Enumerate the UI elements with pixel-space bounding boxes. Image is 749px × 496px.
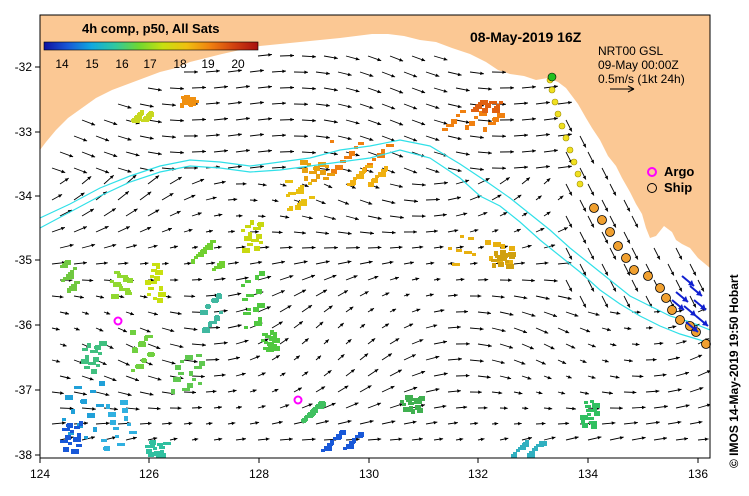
colorbar-ticks: 14 15 16 17 18 19 20 bbox=[55, 57, 245, 71]
ship-position bbox=[667, 305, 677, 315]
land-mass bbox=[40, 15, 710, 268]
ship-position bbox=[621, 253, 631, 263]
scale-label: 0.5m/s (1kt 24h) bbox=[598, 72, 685, 86]
model-time: 09-May 00:00Z bbox=[598, 58, 679, 72]
current-vectors bbox=[51, 53, 710, 442]
argo-floats bbox=[113, 316, 303, 405]
colorbar-tick-label: 15 bbox=[85, 57, 99, 71]
x-tick-label: 126 bbox=[139, 467, 159, 481]
x-tick-label: 132 bbox=[468, 467, 488, 481]
y-tick-label: -32 bbox=[15, 60, 33, 74]
ship-position bbox=[576, 180, 584, 188]
ship-position bbox=[605, 227, 615, 237]
argo-float bbox=[113, 316, 123, 326]
ship-position bbox=[574, 170, 582, 178]
colorbar-tick-label: 14 bbox=[55, 57, 69, 71]
colorbar-tick-label: 16 bbox=[115, 57, 129, 71]
x-tick-label: 136 bbox=[688, 467, 708, 481]
axes: 124 126 128 130 132 134 136 -32 -33 -34 -35 -36 -37 -… bbox=[15, 60, 709, 481]
y-tick-label: -35 bbox=[15, 253, 33, 267]
y-tick-label: -37 bbox=[15, 383, 33, 397]
ship-position bbox=[551, 98, 559, 106]
bathymetry-contour bbox=[40, 139, 710, 331]
sst-patches bbox=[60, 95, 600, 458]
ship-position bbox=[558, 122, 566, 130]
ship-position bbox=[566, 146, 574, 154]
x-tick-label: 124 bbox=[30, 467, 50, 481]
scale-arrowhead bbox=[627, 85, 635, 93]
colorbar-tick-label: 20 bbox=[231, 57, 245, 71]
ship-current-position bbox=[547, 72, 557, 82]
ship-position bbox=[675, 315, 685, 325]
ship-position bbox=[589, 203, 599, 213]
colorbar-tick-label: 19 bbox=[201, 57, 215, 71]
argo-float bbox=[293, 395, 303, 405]
x-tick-label: 134 bbox=[578, 467, 598, 481]
ship-position bbox=[643, 271, 653, 281]
ship-position bbox=[661, 293, 671, 303]
y-tick-label: -34 bbox=[15, 189, 33, 203]
ship-position bbox=[562, 134, 570, 142]
ship-position bbox=[597, 215, 607, 225]
y-tick-label: -38 bbox=[15, 448, 33, 462]
y-tick-label: -36 bbox=[15, 318, 33, 332]
ship-position bbox=[655, 283, 665, 293]
argo-legend-marker bbox=[647, 167, 657, 177]
bathymetry-contour bbox=[40, 149, 710, 345]
colorbar bbox=[43, 41, 259, 51]
colorbar-title: 4h comp, p50, All Sats bbox=[82, 21, 220, 36]
ship-legend-label: Ship bbox=[664, 180, 693, 195]
ship-position bbox=[629, 265, 639, 275]
ship-position bbox=[554, 110, 562, 118]
colorbar-tick-label: 17 bbox=[143, 57, 157, 71]
credit-text: © IMOS 14-May-2019 19:50 Hobart bbox=[727, 274, 741, 468]
ship-position bbox=[613, 241, 623, 251]
ship-position bbox=[570, 158, 578, 166]
x-tick-label: 128 bbox=[249, 467, 269, 481]
x-tick-label: 130 bbox=[359, 467, 379, 481]
plot-frame bbox=[39, 14, 711, 459]
ship-track bbox=[546, 72, 711, 349]
ship-position bbox=[548, 86, 556, 94]
model-label: NRT00 GSL bbox=[598, 44, 664, 58]
date-title: 08-May-2019 16Z bbox=[470, 29, 582, 45]
argo-legend-label: Argo bbox=[664, 164, 695, 179]
colorbar-tick-label: 18 bbox=[173, 57, 187, 71]
ship-legend-marker bbox=[647, 183, 657, 193]
y-tick-label: -33 bbox=[15, 125, 33, 139]
glider-vectors bbox=[671, 275, 709, 333]
ship-position bbox=[701, 339, 711, 349]
